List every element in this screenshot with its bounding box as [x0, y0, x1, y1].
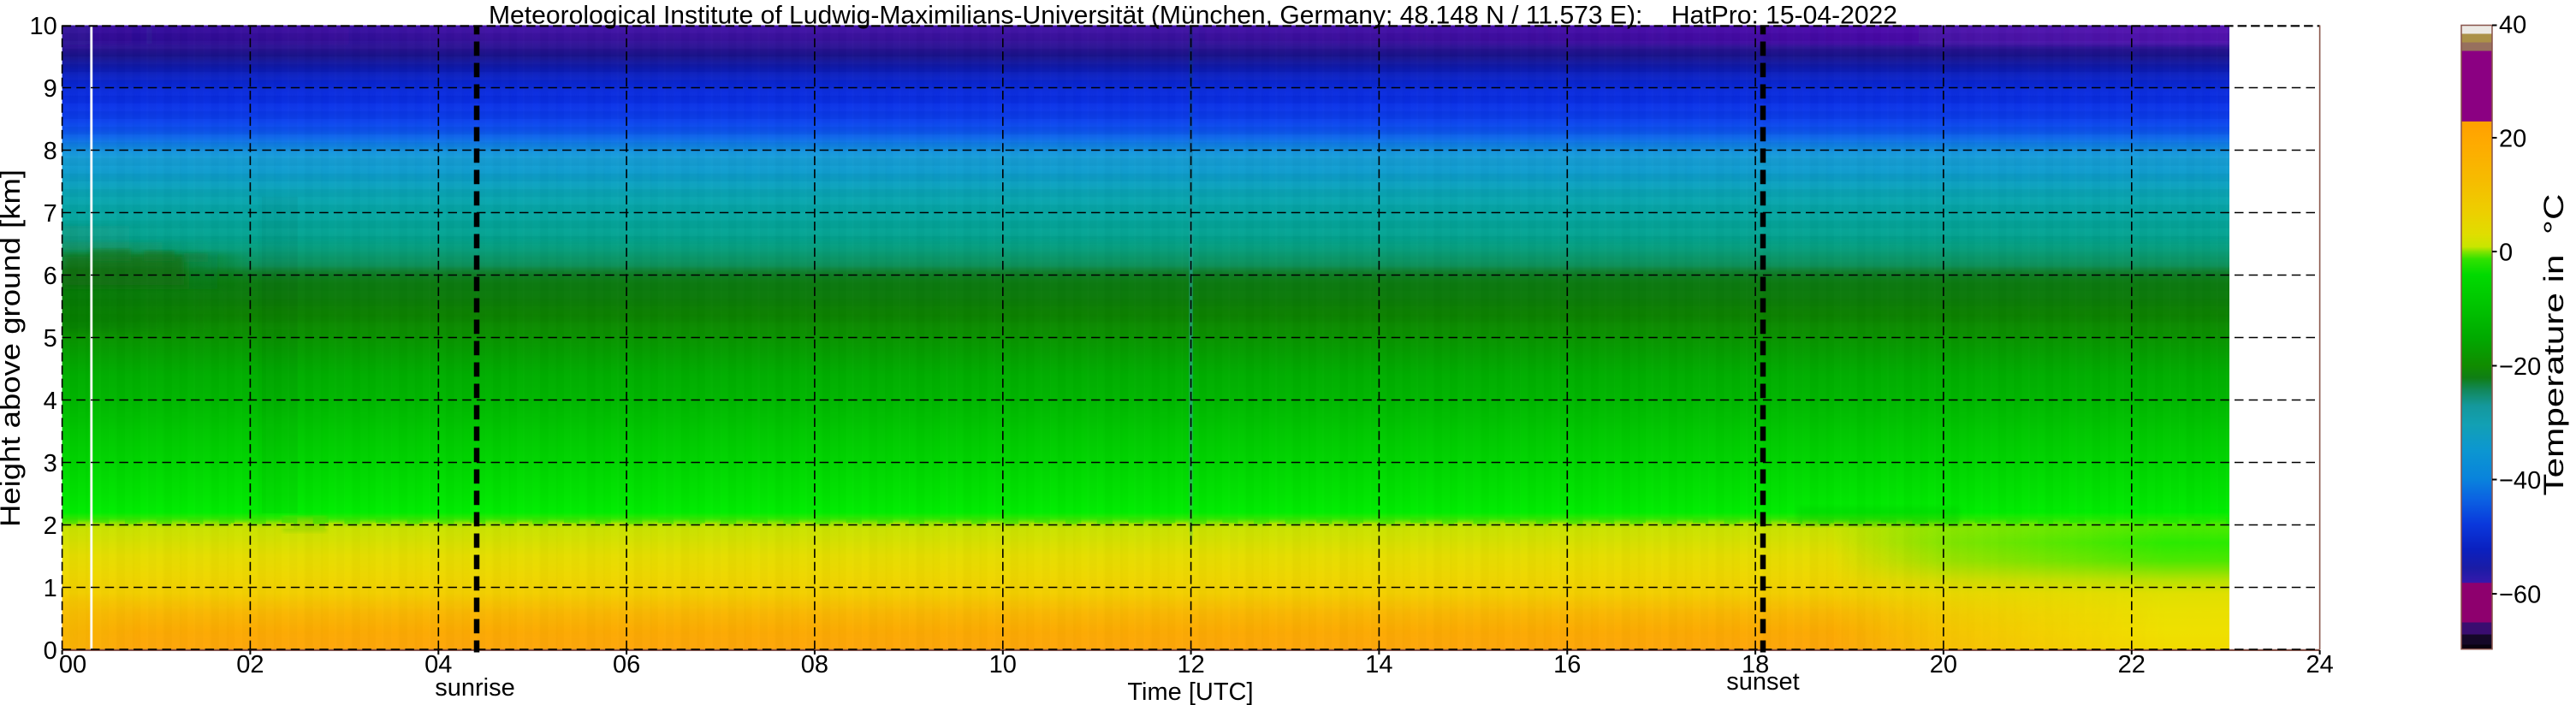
svg-text:sunrise: sunrise: [435, 674, 515, 702]
svg-text:sunset: sunset: [1726, 668, 1799, 696]
svg-text:Temperature in °C: Temperature in °C: [2538, 194, 2569, 496]
svg-text:04: 04: [424, 651, 452, 678]
svg-text:08: 08: [801, 651, 828, 678]
svg-text:10: 10: [989, 651, 1017, 678]
svg-text:9: 9: [44, 75, 57, 103]
svg-text:7: 7: [44, 200, 57, 228]
svg-text:8: 8: [44, 138, 57, 165]
svg-text:4: 4: [44, 388, 57, 415]
svg-text:00: 00: [59, 651, 86, 678]
svg-text:−60: −60: [2499, 582, 2541, 609]
svg-text:Meteorological Institute of Lu: Meteorological Institute of Ludwig-Maxim…: [489, 2, 1897, 30]
svg-text:−20: −20: [2499, 353, 2541, 381]
svg-text:22: 22: [2118, 651, 2146, 678]
svg-text:24: 24: [2306, 651, 2333, 678]
svg-text:Height above ground [km]: Height above ground [km]: [0, 169, 26, 527]
svg-text:−40: −40: [2499, 467, 2541, 495]
svg-text:2: 2: [44, 512, 57, 540]
svg-text:16: 16: [1553, 651, 1581, 678]
svg-text:14: 14: [1365, 651, 1392, 678]
svg-text:06: 06: [613, 651, 640, 678]
svg-text:6: 6: [44, 263, 57, 290]
svg-text:0: 0: [2499, 240, 2513, 267]
svg-text:20: 20: [1930, 651, 1957, 678]
svg-text:10: 10: [30, 13, 57, 40]
svg-text:02: 02: [236, 651, 264, 678]
svg-text:5: 5: [44, 325, 57, 352]
svg-text:12: 12: [1177, 651, 1204, 678]
svg-text:20: 20: [2499, 126, 2526, 153]
svg-text:40: 40: [2499, 12, 2526, 39]
svg-text:18: 18: [1742, 651, 1769, 678]
svg-text:1: 1: [44, 575, 57, 602]
svg-text:Time [UTC]: Time [UTC]: [1127, 678, 1253, 705]
svg-text:3: 3: [44, 450, 57, 477]
svg-text:0: 0: [44, 637, 57, 665]
